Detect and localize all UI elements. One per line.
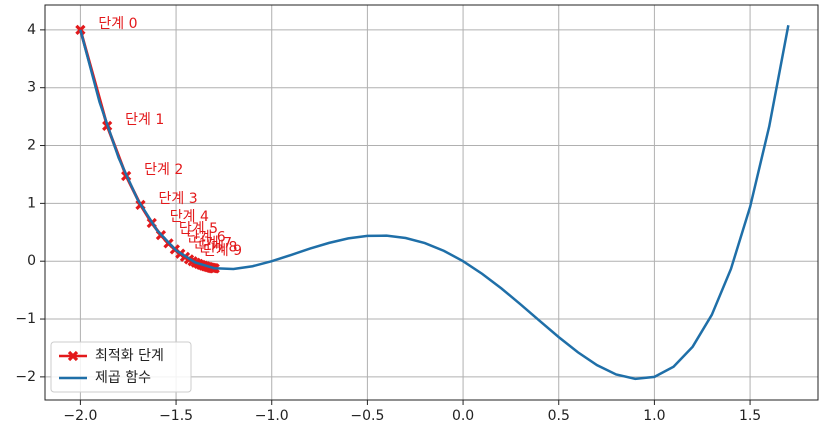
x-tick-label: −1.0: [255, 408, 289, 424]
step-marker: [75, 24, 86, 35]
x-tick-label: 1.5: [739, 408, 761, 424]
y-tick-label: 4: [27, 22, 36, 38]
legend-box: [50, 341, 192, 393]
y-tick-label: −2: [15, 369, 36, 385]
step-label: 단계 4: [170, 209, 209, 225]
y-tick-label: 1: [27, 195, 36, 211]
x-tick-label: −1.5: [159, 408, 193, 424]
y-tick-label: 0: [27, 253, 36, 269]
x-tick-label: 1.0: [643, 408, 665, 424]
step-label: 단계 5: [179, 221, 218, 237]
x-tick-label: −0.5: [350, 408, 384, 424]
x-tick-label: 0.0: [452, 408, 474, 424]
y-tick-label: 3: [27, 80, 36, 96]
legend-label: 제곱 함수: [95, 370, 151, 386]
legend-label: 최적화 단계: [95, 348, 164, 364]
step-label: 단계 2: [144, 162, 183, 178]
series-line: [79, 25, 790, 381]
x-tick-label: −2.0: [63, 408, 97, 424]
step-label: 단계 8: [198, 240, 237, 256]
step-label: 단계 9: [203, 243, 242, 259]
step-label: 단계 7: [193, 235, 232, 251]
step-label: 단계 3: [158, 191, 197, 207]
x-tick-label: 0.5: [548, 408, 570, 424]
y-tick-label: −1: [15, 311, 36, 327]
y-tick-label: 2: [27, 138, 36, 154]
plot-frame: [44, 4, 819, 401]
step-label: 단계 1: [125, 112, 164, 128]
legend-marker: [67, 350, 79, 362]
step-label: 단계 6: [186, 229, 225, 245]
step-label: 단계 0: [98, 16, 137, 32]
